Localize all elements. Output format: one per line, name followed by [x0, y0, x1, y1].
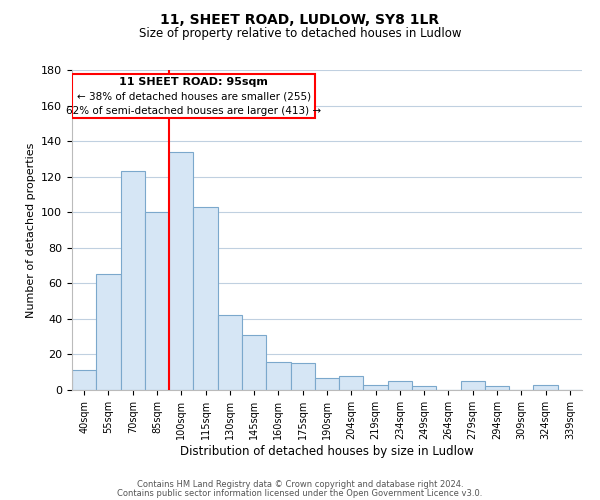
Bar [533, 384, 558, 390]
Bar [290, 364, 315, 390]
Bar [485, 386, 509, 390]
Bar [266, 362, 290, 390]
X-axis label: Distribution of detached houses by size in Ludlow: Distribution of detached houses by size … [180, 444, 474, 458]
Bar [388, 381, 412, 390]
Text: 11, SHEET ROAD, LUDLOW, SY8 1LR: 11, SHEET ROAD, LUDLOW, SY8 1LR [160, 12, 440, 26]
Bar [193, 207, 218, 390]
Bar [169, 152, 193, 390]
Bar [315, 378, 339, 390]
Bar [72, 370, 96, 390]
Bar [339, 376, 364, 390]
Text: Contains public sector information licensed under the Open Government Licence v3: Contains public sector information licen… [118, 488, 482, 498]
Bar [218, 316, 242, 390]
Text: Contains HM Land Registry data © Crown copyright and database right 2024.: Contains HM Land Registry data © Crown c… [137, 480, 463, 489]
Y-axis label: Number of detached properties: Number of detached properties [26, 142, 35, 318]
Bar [96, 274, 121, 390]
Bar [73, 74, 315, 118]
Bar [145, 212, 169, 390]
Text: ← 38% of detached houses are smaller (255): ← 38% of detached houses are smaller (25… [77, 92, 311, 102]
Bar [242, 335, 266, 390]
Text: 62% of semi-detached houses are larger (413) →: 62% of semi-detached houses are larger (… [66, 106, 321, 116]
Text: 11 SHEET ROAD: 95sqm: 11 SHEET ROAD: 95sqm [119, 78, 268, 88]
Bar [121, 172, 145, 390]
Bar [364, 384, 388, 390]
Bar [412, 386, 436, 390]
Text: Size of property relative to detached houses in Ludlow: Size of property relative to detached ho… [139, 28, 461, 40]
Bar [461, 381, 485, 390]
